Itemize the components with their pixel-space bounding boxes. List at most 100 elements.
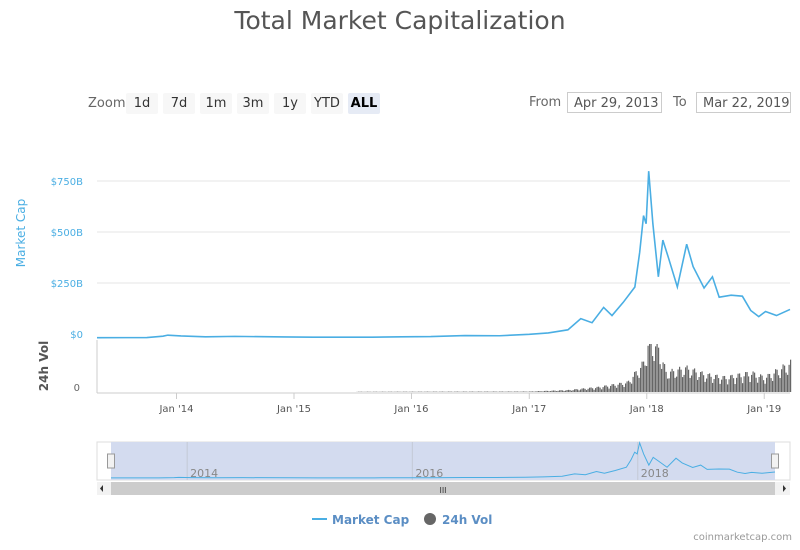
volume-bar <box>730 375 732 392</box>
volume-bar <box>604 385 606 392</box>
volume-bar <box>560 390 562 392</box>
volume-bar <box>550 391 552 392</box>
volume-bar <box>547 390 549 392</box>
to-date-input[interactable]: Mar 22, 2019 <box>696 92 791 113</box>
scroll-left-arrow-icon[interactable] <box>100 485 103 492</box>
volume-bar <box>586 390 588 392</box>
volume-bar <box>616 387 618 392</box>
x-tick-label: Jan '19 <box>746 404 781 415</box>
zoom-button-1m[interactable]: 1m <box>200 93 232 114</box>
volume-bar <box>631 383 633 392</box>
volume-bar <box>682 377 684 392</box>
volume-bar <box>692 369 694 392</box>
volume-bar <box>658 347 660 392</box>
legend-market-cap[interactable]: Market Cap <box>332 513 410 527</box>
zoom-button-1y[interactable]: 1y <box>274 93 306 114</box>
volume-bar <box>578 390 580 392</box>
volume-bar <box>748 376 750 392</box>
volume-bar <box>743 376 745 392</box>
volume-bar <box>659 364 661 392</box>
volume-bar <box>566 390 568 392</box>
volume-bar <box>784 365 786 392</box>
volume-bar <box>641 361 643 392</box>
volume-bar <box>757 382 759 392</box>
volume-bar <box>572 390 574 392</box>
volume-bar <box>736 377 738 392</box>
volume-series <box>356 344 792 392</box>
volume-bar <box>538 391 540 392</box>
volume-bar <box>554 390 556 392</box>
volume-bar <box>599 387 601 392</box>
volume-bar <box>772 380 774 392</box>
volume-bar <box>758 377 760 392</box>
volume-bar <box>634 371 636 392</box>
volume-bar <box>632 376 634 392</box>
zoom-button-all[interactable]: ALL <box>348 93 380 114</box>
market-cap-line <box>96 171 791 339</box>
volume-bar <box>673 371 675 392</box>
volume-bar <box>710 376 712 392</box>
volume-bar <box>598 386 600 392</box>
volume-bar <box>655 346 657 392</box>
volume-bar <box>508 391 510 392</box>
volume-bar <box>602 387 604 392</box>
volume-bar <box>593 389 595 392</box>
zoom-button-7d[interactable]: 7d <box>163 93 195 114</box>
x-tick-label: Jan '17 <box>511 404 546 415</box>
to-label: To <box>673 95 687 110</box>
volume-bar <box>749 382 751 392</box>
volume-bar <box>530 391 532 392</box>
zoom-button-1d[interactable]: 1d <box>126 93 158 114</box>
volume-bar <box>674 377 676 392</box>
volume-bar <box>628 380 630 392</box>
from-date-input[interactable]: Apr 29, 2013 <box>567 92 662 113</box>
volume-bar <box>650 344 652 392</box>
volume-bar <box>703 375 705 392</box>
volume-bar <box>571 390 573 392</box>
volume-bar <box>701 371 703 392</box>
volume-bar <box>787 374 789 392</box>
zoom-button-3m[interactable]: 3m <box>237 93 269 114</box>
volume-bar <box>559 390 561 392</box>
volume-bar <box>664 364 666 392</box>
volume-bar <box>614 385 616 392</box>
volume-bar <box>760 374 762 392</box>
volume-bar <box>727 384 729 392</box>
volume-bar <box>739 373 741 392</box>
credit-link[interactable]: coinmarketcap.com <box>693 532 792 543</box>
volume-bar <box>635 371 637 392</box>
navigator-tick-label: 2014 <box>190 467 218 480</box>
navigator-line <box>110 441 776 479</box>
volume-bar <box>737 373 739 392</box>
volume-bar <box>643 361 645 392</box>
volume-bar <box>697 379 699 392</box>
volume-bar <box>536 391 538 392</box>
scroll-right-arrow-icon[interactable] <box>783 485 786 492</box>
volume-bar <box>719 383 721 392</box>
volume-bar <box>644 365 646 392</box>
x-tick-label: Jan '16 <box>393 404 428 415</box>
volume-bar <box>542 391 544 392</box>
scrollbar-thumb[interactable] <box>111 482 775 495</box>
volume-bar <box>722 376 724 392</box>
volume-bar <box>788 364 790 392</box>
volume-bar <box>767 373 769 392</box>
volume-bar <box>587 388 589 392</box>
x-tick-label: Jan '15 <box>276 404 311 415</box>
zoom-button-ytd[interactable]: YTD <box>311 93 343 114</box>
volume-bar <box>610 385 612 392</box>
legend-volume[interactable]: 24h Vol <box>442 513 492 527</box>
chart-title: Total Market Capitalization <box>234 6 566 35</box>
navigator-left-handle[interactable] <box>107 453 115 469</box>
volume-bar <box>581 388 583 392</box>
volume-bar <box>706 378 708 392</box>
volume-bar <box>733 378 735 392</box>
volume-bar <box>721 379 723 392</box>
volume-bar <box>592 388 594 392</box>
navigator-right-handle[interactable] <box>771 453 779 469</box>
volume-bar <box>626 381 628 392</box>
navigator-selection[interactable] <box>111 442 775 480</box>
volume-bar <box>754 372 756 392</box>
volume-bar <box>745 372 747 392</box>
volume-bar <box>781 369 783 392</box>
